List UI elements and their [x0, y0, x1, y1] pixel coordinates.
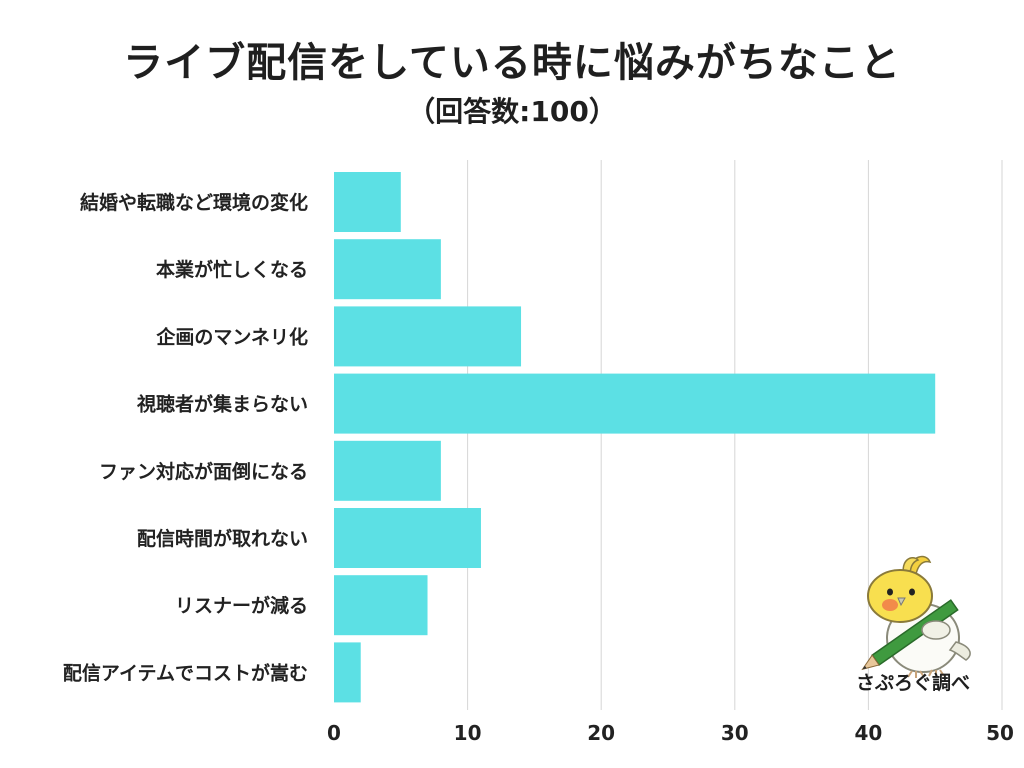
x-tick-label: 50: [986, 721, 1014, 745]
x-tick-label: 20: [587, 721, 615, 745]
bar: [334, 306, 522, 367]
category-label: 視聴者が集まらない: [136, 393, 308, 416]
x-tick-label: 10: [454, 721, 482, 745]
chart-title: ライブ配信をしている時に悩みがちなこと: [123, 40, 901, 86]
cockatiel-with-pencil-icon: [861, 555, 971, 678]
category-label: ファン対応が面倒になる: [99, 460, 308, 483]
bar: [334, 642, 361, 703]
x-tick-label: 40: [854, 721, 882, 745]
category-label: 企画のマンネリ化: [155, 325, 308, 348]
category-label: 本業が忙しくなる: [156, 258, 308, 281]
category-label: 配信アイテムでコストが嵩む: [63, 661, 308, 684]
category-label: 配信時間が取れない: [137, 527, 308, 550]
bar: [334, 172, 401, 232]
bar: [334, 373, 936, 434]
watermark-label: さぷろぐ調べ: [855, 672, 970, 694]
bar: [334, 440, 441, 501]
bar: [334, 575, 428, 636]
bar: [334, 239, 441, 300]
x-tick-label: 30: [721, 721, 749, 745]
category-label: 結婚や転職など環境の変化: [80, 191, 308, 214]
x-tick-label: 0: [327, 721, 341, 745]
chart-subtitle: （回答数:100）: [407, 95, 617, 128]
category-label: リスナーが減る: [175, 594, 308, 617]
bar: [334, 508, 481, 568]
